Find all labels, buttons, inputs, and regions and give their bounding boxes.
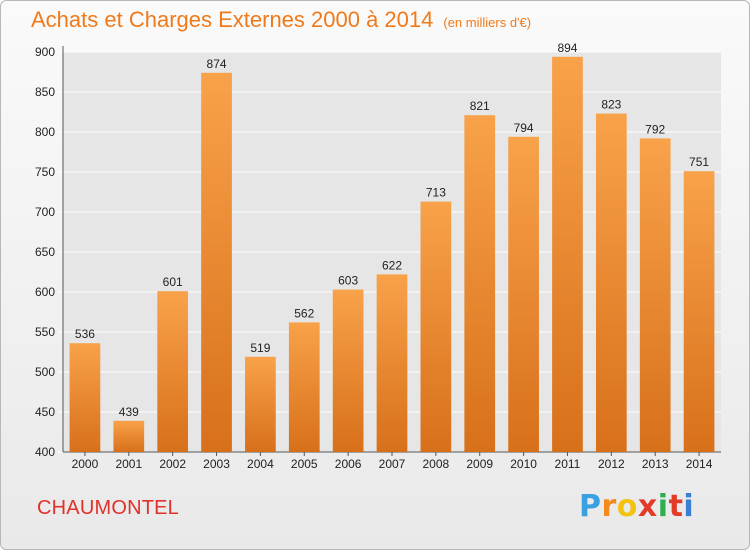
data-label: 519 <box>250 341 270 355</box>
proxiti-logo: Proxiti <box>579 489 694 524</box>
data-label: 894 <box>557 41 577 55</box>
logo-letter: r <box>601 489 617 524</box>
logo-letter: x <box>637 489 658 524</box>
data-label: 536 <box>75 327 95 341</box>
bar <box>639 138 671 452</box>
data-label: 713 <box>426 186 446 200</box>
data-label: 603 <box>338 274 358 288</box>
y-tick-label: 400 <box>35 445 55 459</box>
y-tick-label: 450 <box>35 405 55 419</box>
location-name: CHAUMONTEL <box>37 497 180 519</box>
data-label: 823 <box>601 98 621 112</box>
x-tick-label: 2014 <box>686 457 713 471</box>
bar <box>376 274 408 452</box>
bar <box>552 56 583 453</box>
x-tick-label: 2003 <box>203 457 230 471</box>
x-tick-label: 2013 <box>642 457 669 471</box>
logo-letter: i <box>683 489 695 524</box>
bar <box>420 201 452 452</box>
data-label: 792 <box>645 122 665 136</box>
chart-title: Achats et Charges Externes 2000 à 2014 (e… <box>31 7 531 33</box>
y-tick-label: 850 <box>35 85 55 99</box>
x-tick-label: 2005 <box>291 457 318 471</box>
y-tick-label: 800 <box>35 125 55 139</box>
data-label: 794 <box>514 121 534 135</box>
x-tick-label: 2001 <box>115 457 142 471</box>
x-tick-label: 2011 <box>555 457 581 471</box>
x-tick-label: 2000 <box>72 457 99 471</box>
y-tick-label: 750 <box>35 165 55 179</box>
x-tick-label: 2007 <box>379 457 406 471</box>
logo-letter: P <box>579 489 602 524</box>
y-tick-label: 700 <box>35 205 55 219</box>
x-tick-label: 2012 <box>598 457 625 471</box>
data-label: 821 <box>470 99 490 113</box>
data-label: 622 <box>382 258 402 272</box>
y-tick-label: 650 <box>35 245 55 259</box>
data-label: 751 <box>689 155 709 169</box>
bar <box>288 322 320 452</box>
data-label: 439 <box>119 405 139 419</box>
bar <box>69 343 101 452</box>
bar <box>508 136 539 453</box>
bar <box>201 72 232 453</box>
bar <box>683 171 715 452</box>
logo-letter: i <box>657 489 669 524</box>
chart-title-text: Achats et Charges Externes 2000 à 2014 <box>31 7 434 32</box>
x-tick-label: 2009 <box>466 457 493 471</box>
data-label: 874 <box>207 57 227 71</box>
unit-note: (en milliers d'€) <box>443 15 532 30</box>
bar <box>332 289 364 452</box>
bar <box>245 356 276 452</box>
x-tick-label: 2010 <box>510 457 537 471</box>
x-tick-label: 2002 <box>159 457 186 471</box>
y-tick-label: 550 <box>35 325 55 339</box>
bar <box>113 420 145 452</box>
data-label: 562 <box>294 306 314 320</box>
y-tick-label: 600 <box>35 285 55 299</box>
logo-letter: t <box>668 489 684 524</box>
y-tick-label: 500 <box>35 365 55 379</box>
bar <box>157 291 189 452</box>
x-tick-label: 2004 <box>247 457 274 471</box>
x-tick-label: 2006 <box>335 457 362 471</box>
logo-letter: o <box>616 489 638 524</box>
y-tick-label: 900 <box>35 45 55 59</box>
bar <box>595 113 627 452</box>
bar <box>464 115 496 452</box>
x-tick-label: 2008 <box>423 457 450 471</box>
data-label: 601 <box>163 275 183 289</box>
